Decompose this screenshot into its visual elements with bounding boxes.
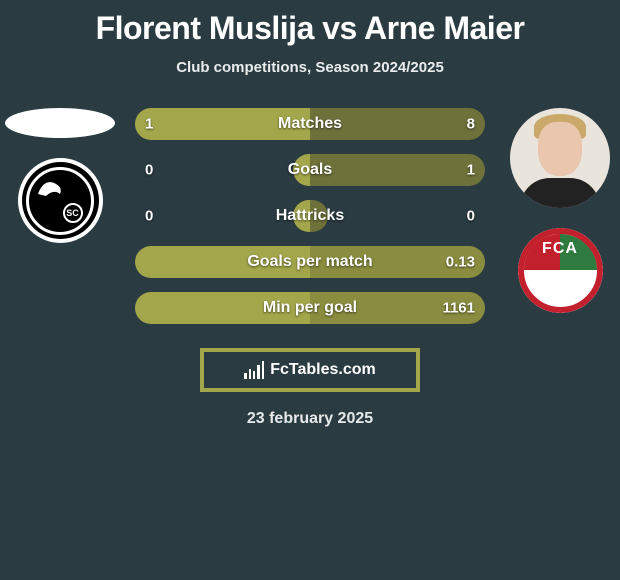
stat-row: 1161Min per goal [135, 292, 485, 324]
stat-right-half: 1 [310, 154, 485, 186]
comparison-panel: SC FCA 18Matches01Goals00Hattricks0.13Go… [0, 108, 620, 428]
player-right-avatar [510, 108, 610, 208]
stat-row: 0.13Goals per match [135, 246, 485, 278]
stat-left-fill [293, 154, 311, 186]
stat-left-value: 0 [145, 162, 153, 179]
stat-right-half: 8 [310, 108, 485, 140]
bar-chart-icon [244, 361, 264, 379]
stat-left-half [135, 246, 310, 278]
bird-icon [36, 176, 64, 200]
date-line: 23 february 2025 [0, 410, 620, 428]
stat-left-half: 0 [135, 154, 310, 186]
subtitle: Club competitions, Season 2024/2025 [0, 59, 620, 76]
stat-left-value: 1 [145, 116, 153, 133]
stat-right-half: 1161 [310, 292, 485, 324]
player-left-club-logo: SC [18, 158, 103, 243]
stat-right-value: 1161 [442, 300, 475, 317]
stat-right-value: 0.13 [446, 254, 475, 271]
stat-left-fill [293, 200, 311, 232]
stat-right-fill [310, 108, 485, 140]
stat-right-fill [310, 200, 328, 232]
stat-right-value: 1 [467, 162, 475, 179]
stat-right-fill [310, 154, 485, 186]
stat-left-half: 1 [135, 108, 310, 140]
stat-right-value: 8 [467, 116, 475, 133]
stat-bars: 18Matches01Goals00Hattricks0.13Goals per… [135, 108, 485, 324]
stat-row: 01Goals [135, 154, 485, 186]
stat-left-value: 0 [145, 208, 153, 225]
stat-right-value: 0 [467, 208, 475, 225]
right-player-column: FCA [500, 108, 620, 313]
stat-left-fill [135, 246, 310, 278]
club-left-text: SC [63, 203, 83, 223]
stat-right-half: 0 [310, 200, 485, 232]
stat-left-fill [135, 108, 310, 140]
player-right-club-logo: FCA [518, 228, 603, 313]
brand-box: FcTables.com [200, 348, 420, 392]
stat-row: 18Matches [135, 108, 485, 140]
player-left-avatar [5, 108, 115, 138]
stat-left-half [135, 292, 310, 324]
stat-left-fill [135, 292, 310, 324]
left-player-column: SC [0, 108, 120, 243]
stat-row: 00Hattricks [135, 200, 485, 232]
stat-right-half: 0.13 [310, 246, 485, 278]
stat-left-half: 0 [135, 200, 310, 232]
brand-text: FcTables.com [270, 361, 376, 379]
club-right-text: FCA [518, 240, 603, 258]
page-title: Florent Muslija vs Arne Maier [0, 0, 620, 47]
